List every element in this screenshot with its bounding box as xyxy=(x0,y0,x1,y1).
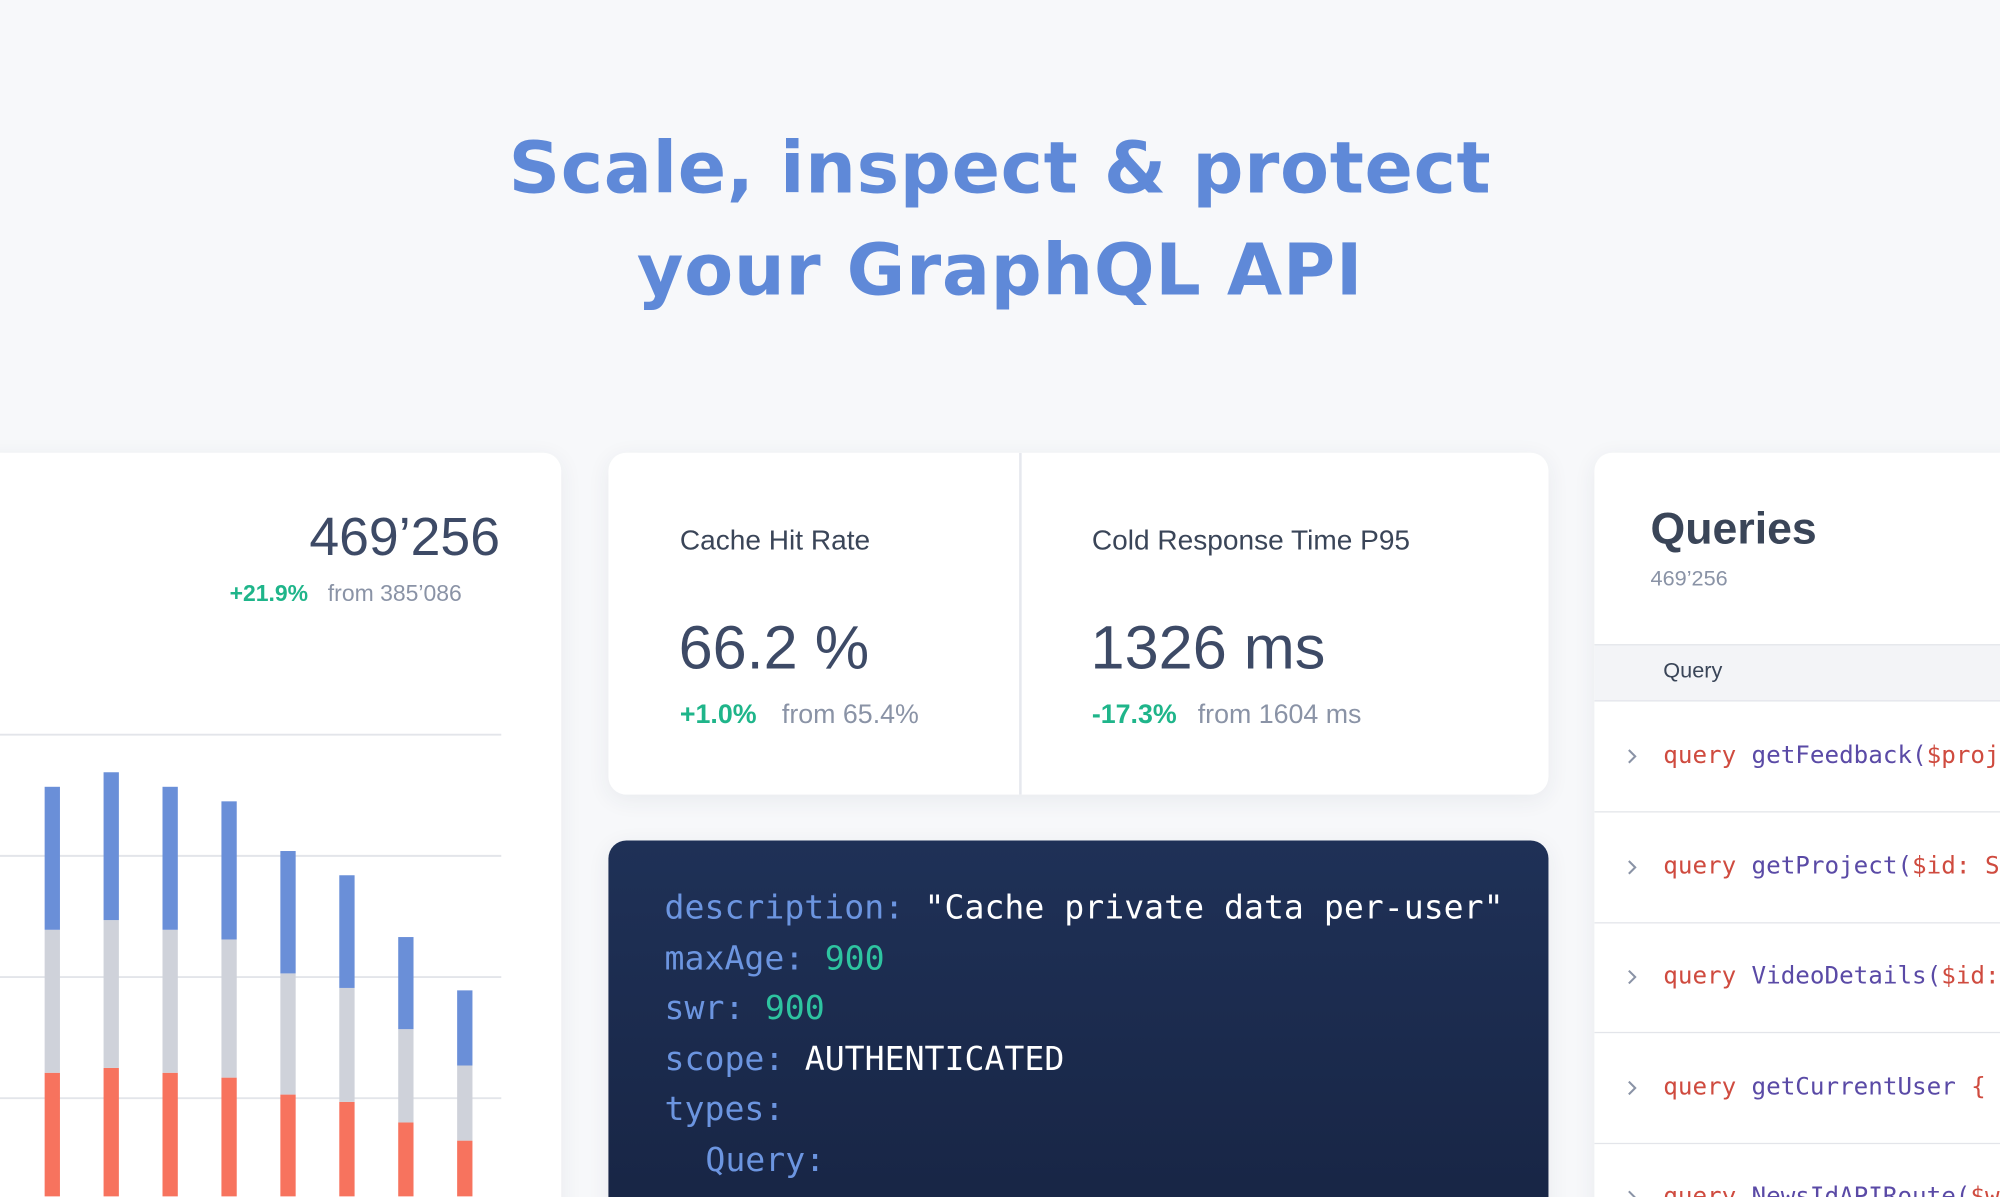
query-name: getFeedback( xyxy=(1751,741,1927,770)
code-line: swr: 900 xyxy=(665,990,825,1028)
code-value: "Cache private data per-user" xyxy=(924,889,1504,928)
chevron xyxy=(1628,1080,1637,1095)
table-header xyxy=(1594,644,2000,702)
query-keyword: query xyxy=(1663,1072,1737,1101)
total-value: 469’256 xyxy=(309,506,500,567)
code-value: AUTHENTICATED xyxy=(804,1040,1065,1079)
query-row[interactable]: query getProject($id: St xyxy=(1594,812,2000,923)
bar-segment xyxy=(221,1077,237,1197)
bar-segment xyxy=(398,1122,414,1197)
chevron xyxy=(1628,1190,1636,1197)
query-text: query VideoDetails($id: xyxy=(1663,962,1999,990)
bar-segment xyxy=(398,1029,414,1123)
bar-segment xyxy=(339,875,355,988)
queries-count: 469’256 xyxy=(1650,566,1728,591)
bar-segment xyxy=(280,973,296,1095)
bar-chart xyxy=(0,733,502,1197)
bar-segment xyxy=(44,786,60,930)
bar-segment xyxy=(339,987,355,1102)
bar-segment xyxy=(44,929,60,1073)
chevron xyxy=(1628,969,1637,985)
bar-segment xyxy=(280,851,296,974)
query-name: getProject( xyxy=(1751,851,1913,880)
headline: your GraphQL API xyxy=(636,229,1364,313)
metric-value: 66.2 % xyxy=(678,614,870,683)
code-value: 900 xyxy=(764,989,825,1029)
metric-from: from 65.4% xyxy=(781,700,919,730)
bar-segment xyxy=(162,786,178,930)
bar-segment xyxy=(44,1072,60,1197)
query-keyword: query xyxy=(1663,1182,1737,1197)
code-key: types: xyxy=(664,1090,785,1129)
code-key: description: xyxy=(664,889,905,928)
metric-change: -17.3% xyxy=(1091,700,1177,730)
metric-label: Cache Hit Rate xyxy=(679,524,871,557)
query-rest: { c xyxy=(1971,1072,2000,1101)
code-line: scope: AUTHENTICATED xyxy=(665,1040,1065,1078)
query-keyword: query xyxy=(1663,851,1737,880)
chevron xyxy=(1628,859,1637,874)
bar-segment xyxy=(457,1140,473,1197)
total-change: +21.9% xyxy=(229,580,309,606)
metric-value: 1326 ms xyxy=(1090,614,1326,683)
query-name: NewsIdAPIRoute( xyxy=(1751,1182,1971,1197)
query-keyword: query xyxy=(1663,741,1737,770)
code-key: scope: xyxy=(664,1040,785,1079)
code-line: maxAge: 900 xyxy=(665,939,885,977)
query-name: VideoDetails( xyxy=(1751,961,1942,990)
code-key: swr: xyxy=(664,989,745,1029)
query-row[interactable]: query NewsIdAPIRoute($wh xyxy=(1594,1143,2000,1197)
column-header: Query xyxy=(1663,658,1723,683)
query-name: getCurrentUser xyxy=(1751,1072,1956,1101)
query-text: query getFeedback($proje xyxy=(1663,741,2000,769)
query-rest: $proje xyxy=(1926,741,2000,770)
query-keyword: query xyxy=(1663,961,1737,990)
bar-segment xyxy=(103,920,119,1068)
query-row[interactable]: query getCurrentUser { c xyxy=(1594,1033,2000,1144)
queries-title: Queries xyxy=(1650,503,1817,554)
query-text: query getProject($id: St xyxy=(1663,851,2000,879)
bar-segment xyxy=(280,1094,296,1197)
query-text: query NewsIdAPIRoute($wh xyxy=(1663,1182,2000,1197)
bar-segment xyxy=(162,1072,178,1197)
metric-label: Cold Response Time P95 xyxy=(1091,524,1411,557)
headline: Scale, inspect & protect xyxy=(508,127,1492,211)
code-key: Query: xyxy=(705,1140,826,1180)
bar-segment xyxy=(103,1067,119,1197)
bar-segment xyxy=(339,1101,355,1197)
bar-segment xyxy=(457,1065,473,1141)
query-rest: $wh xyxy=(1970,1182,2000,1197)
code-value: 900 xyxy=(824,939,885,978)
total-from: from 385’086 xyxy=(327,580,462,606)
divider xyxy=(1019,452,1022,795)
query-rest: $id: St xyxy=(1912,851,2000,880)
code-line: types: xyxy=(665,1091,785,1129)
query-text: query getCurrentUser { c xyxy=(1663,1072,2000,1100)
code-line: description: "Cache private data per-user… xyxy=(665,889,1504,927)
chevron xyxy=(1628,749,1637,764)
metric-from: from 1604 ms xyxy=(1197,700,1362,730)
bar-segment xyxy=(398,937,414,1030)
bar-segment xyxy=(103,772,119,921)
bar-segment xyxy=(162,929,178,1073)
queries-card: Queries 469’256 Query query getFeedback($… xyxy=(1594,452,2000,1197)
code-key: maxAge: xyxy=(664,939,805,978)
bar-segment xyxy=(457,990,473,1066)
query-row[interactable]: query getFeedback($proje xyxy=(1594,702,2000,813)
code-line: Query: xyxy=(705,1141,825,1179)
metric-change: +1.0% xyxy=(679,700,757,730)
bar-segment xyxy=(221,801,237,940)
query-row[interactable]: query VideoDetails($id: xyxy=(1594,922,2000,1034)
code-card: description: "Cache private data per-user… xyxy=(608,840,1549,1197)
bar-segment xyxy=(221,939,237,1078)
query-rest: $id: xyxy=(1941,961,2000,990)
metrics-card: Cache Hit Rate 66.2 % +1.0% from 65.4% C… xyxy=(608,452,1549,795)
